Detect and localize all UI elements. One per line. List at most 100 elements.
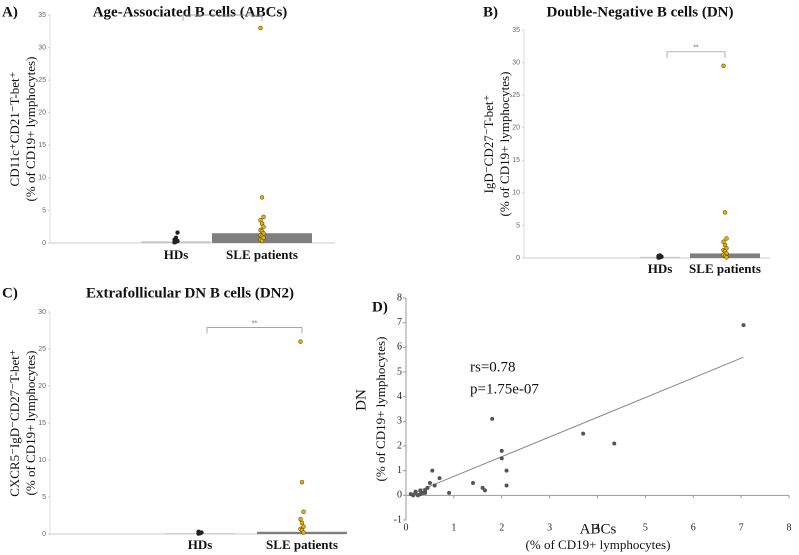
y-tick-label: 15 (38, 420, 46, 427)
y-axis-label: CXCR5⁻IgD⁻CD27⁻T-bet⁺ (7, 349, 22, 497)
data-point (259, 238, 265, 244)
y-tick-label: 25 (512, 92, 520, 99)
data-point (480, 485, 485, 490)
x-tick-label: 0 (404, 522, 409, 533)
x-tick-label: SLE patients (266, 537, 338, 552)
y-tick-label: -1 (394, 514, 402, 525)
chart-title: Extrafollicular DN B cells (DN2) (86, 285, 294, 301)
data-point (490, 416, 495, 421)
data-point (299, 520, 305, 526)
data-point (430, 468, 435, 473)
y-tick-label: 10 (38, 175, 46, 182)
data-point (447, 490, 452, 495)
y-tick-label: 30 (38, 309, 46, 316)
y-tick-label: 6 (397, 342, 402, 353)
x-tick-label: 4 (595, 522, 600, 533)
data-point (298, 517, 303, 522)
x-tick-label: 1 (451, 522, 456, 533)
data-point (175, 230, 180, 235)
y-tick-label: 25 (38, 77, 46, 84)
y-tick-label: 30 (512, 59, 520, 66)
y-tick-label: 5 (516, 222, 520, 229)
data-point (418, 492, 423, 497)
x-tick-label: HDs (648, 261, 673, 276)
y-tick-label: 25 (38, 346, 46, 353)
data-point (258, 25, 263, 31)
y-tick-label: 0 (42, 531, 46, 538)
data-point (299, 480, 305, 485)
y-tick-label: 7 (397, 317, 402, 328)
data-point (427, 481, 432, 485)
y-tick-label: 10 (38, 457, 46, 464)
x-tick-label: 5 (643, 522, 648, 533)
x-tick-label: 8 (787, 522, 792, 533)
y-tick-label: 15 (512, 157, 520, 164)
x-tick-label: SLE patients (689, 261, 761, 276)
significance-label: ** (252, 320, 258, 327)
panel-label: D) (372, 299, 388, 315)
y-tick-label: 15 (38, 142, 46, 149)
y-tick-label: 1 (397, 465, 402, 476)
x-tick-label: 2 (499, 522, 504, 533)
data-point (504, 483, 509, 488)
y-tick-label: 20 (512, 125, 520, 132)
data-point (612, 441, 617, 446)
data-point (411, 493, 416, 498)
y-axis-label: (% of CD19+ lymphocytes) (373, 337, 388, 482)
trend-line (410, 356, 744, 495)
y-tick-label: 35 (512, 27, 520, 34)
data-point (413, 489, 418, 494)
y-tick-label: 20 (38, 383, 46, 390)
y-tick-label: 0 (397, 490, 402, 501)
y-tick-label: 0 (42, 240, 46, 247)
y-tick-label: 3 (397, 416, 402, 427)
y-tick-label: 5 (397, 366, 402, 377)
x-tick-label: 6 (691, 522, 696, 533)
significance-label: ** (693, 45, 699, 52)
panel-label: C) (2, 285, 18, 301)
x-tick-label: 3 (547, 522, 552, 533)
data-point (425, 485, 430, 490)
y-tick-label: 0 (516, 255, 520, 262)
significance-bracket (666, 51, 726, 58)
data-point (423, 490, 428, 495)
x-tick-label: HDs (164, 247, 189, 262)
data-point (432, 483, 437, 488)
panel-label: A) (2, 4, 18, 20)
y-tick-label: 5 (42, 494, 46, 501)
data-point (301, 530, 306, 535)
x-axis-label: (% of CD19+ lymphocytes) (526, 537, 671, 552)
significance-label: * (221, 8, 224, 15)
data-point (471, 481, 476, 485)
data-point (261, 224, 266, 229)
y-tick-label: 5 (42, 207, 46, 214)
data-point (504, 468, 509, 473)
y-axis-label: DN (353, 389, 369, 411)
x-tick-label: 7 (739, 522, 744, 533)
data-point (724, 236, 729, 241)
data-point (724, 255, 729, 260)
y-tick-label: 10 (512, 190, 520, 197)
y-tick-label: 20 (38, 110, 46, 117)
data-point (499, 448, 504, 453)
x-tick-label: HDs (188, 537, 213, 552)
y-axis-label: (% of CD19+ lymphocytes) (497, 72, 512, 217)
y-tick-label: 4 (397, 391, 402, 402)
chart-title: Age-Associated B cells (ABCs) (93, 4, 288, 20)
panel-label: B) (483, 4, 498, 20)
y-axis-label: IgD⁻CD27⁻T-bet⁺ (481, 95, 496, 194)
data-point (301, 509, 306, 514)
data-point (722, 210, 728, 215)
data-point (657, 253, 663, 258)
y-axis-label: CD11c⁺CD21⁻T-bet⁺ (7, 72, 22, 187)
y-tick-label: 30 (38, 44, 46, 51)
data-point (437, 476, 442, 481)
data-point (581, 431, 586, 436)
data-point (173, 235, 179, 240)
x-tick-label: SLE patients (226, 247, 298, 262)
annotation: p=1.75e-07 (470, 381, 539, 397)
significance-bracket (206, 327, 303, 334)
data-point (741, 323, 746, 328)
y-tick-label: 2 (397, 440, 402, 451)
